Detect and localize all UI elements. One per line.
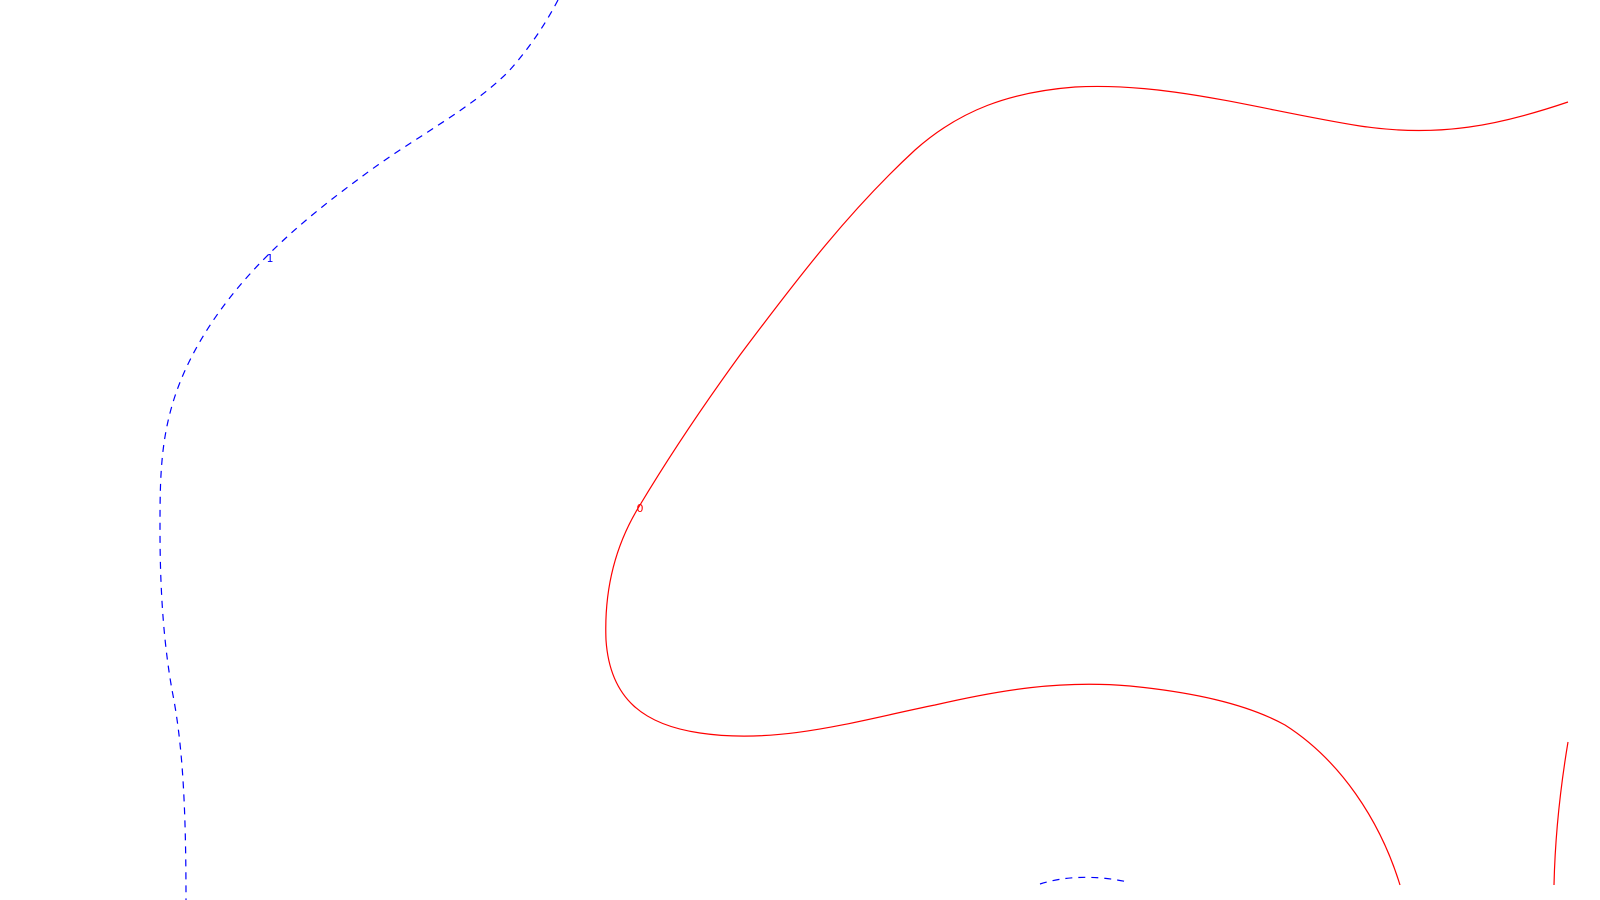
contour-label-level-0: 0 [637, 502, 644, 515]
contour-line-level-1-segment-2 [1039, 876, 1129, 885]
contour-line-level-0-segment-2 [1553, 741, 1569, 886]
contour-label-level-1: 1 [267, 252, 274, 265]
contour-line-level-0-segment-1 [605, 85, 1569, 886]
contour-lines: 10 [159, 0, 1569, 900]
contour-line-level-1-segment-1 [159, 0, 559, 900]
